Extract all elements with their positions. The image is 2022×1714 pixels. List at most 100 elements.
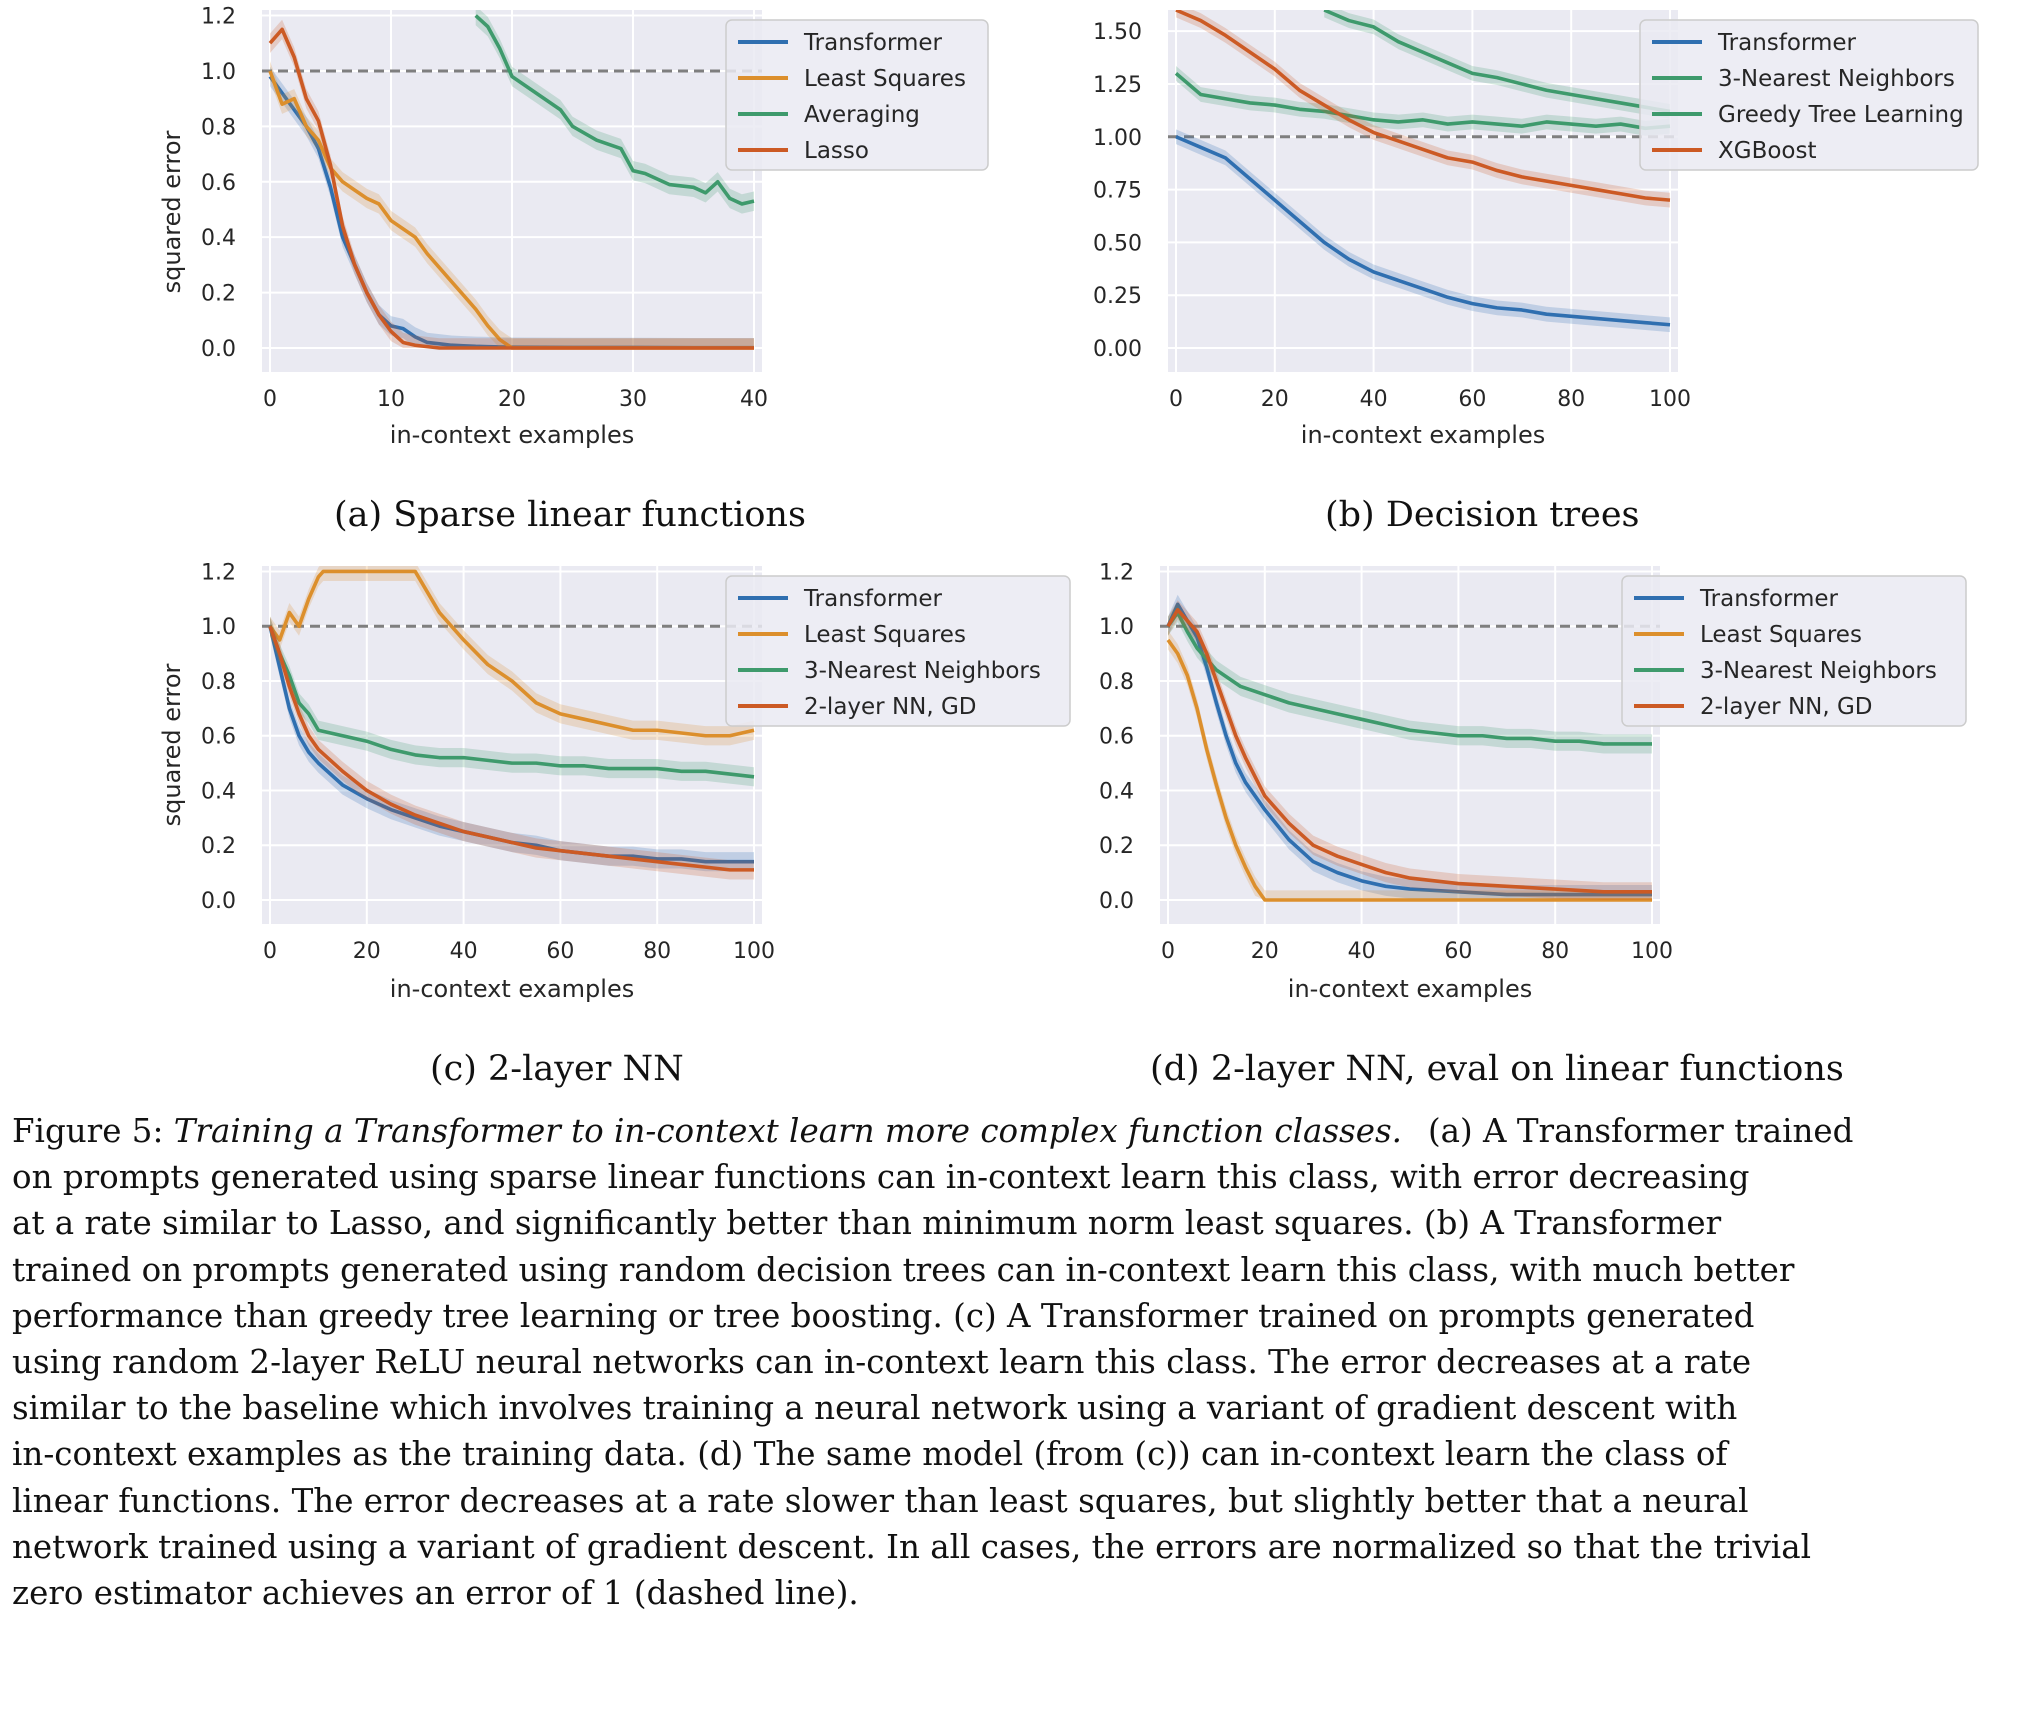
y-tick-label: 0.0 xyxy=(201,337,236,362)
legend-label: Greedy Tree Learning xyxy=(1718,102,1964,128)
series-group xyxy=(1174,10,1671,333)
y-tick-label: 0.0 xyxy=(201,889,236,914)
caption-line: linear functions. The error decreases at… xyxy=(12,1481,1749,1520)
y-tick-label: 0.6 xyxy=(201,725,236,750)
legend-box xyxy=(725,575,1071,727)
x-axis-label: in-context examples xyxy=(390,975,634,1003)
y-axis-label: squared error xyxy=(158,664,186,827)
y-tick-label: 1.0 xyxy=(1099,615,1134,640)
series-line xyxy=(268,569,755,738)
caption-line: using random 2-layer ReLU neural network… xyxy=(12,1343,1752,1382)
legend: Transformer 3-Nearest Neighbors Greedy Tre… xyxy=(1639,19,1979,171)
y-tick-label: 1.2 xyxy=(201,560,236,585)
x-tick-label: 40 xyxy=(740,387,768,412)
legend: Transformer Least Squares 3-Nearest Neighb… xyxy=(1621,575,1967,727)
series-line xyxy=(268,27,754,350)
caption-line: network trained using a variant of gradi… xyxy=(12,1527,1811,1566)
caption-label: Figure 5: xyxy=(12,1112,174,1150)
legend-box xyxy=(725,19,989,171)
legend-label: 3-Nearest Neighbors xyxy=(804,658,1041,684)
x-tick-label: 0 xyxy=(1161,939,1175,964)
y-tick-label: 0.4 xyxy=(201,779,236,804)
y-tick-label: 0.2 xyxy=(201,834,236,859)
x-tick-label: 0 xyxy=(263,387,277,412)
series-band xyxy=(1324,10,1670,119)
legend-box xyxy=(1621,575,1967,727)
subcaption-b: (b) Decision trees xyxy=(1325,495,1640,535)
series-line xyxy=(1323,10,1671,114)
series-band xyxy=(270,566,754,746)
y-tick-label: 1.2 xyxy=(201,5,236,30)
series-group xyxy=(1166,594,1652,902)
y-tick-label: 0.8 xyxy=(1099,670,1134,695)
x-tick-label: 40 xyxy=(450,939,478,964)
caption-line: performance than greedy tree learning or… xyxy=(12,1296,1755,1335)
legend-label: Averaging xyxy=(804,102,920,128)
series-line xyxy=(1166,608,1652,894)
panel-c-chart: 0 20 40 60 80 100 0.0 0.2 0.4 0.6 0.8 1.0 1.2 in-cont… xyxy=(158,560,1071,1003)
legend-label: 3-Nearest Neighbors xyxy=(1700,658,1937,684)
x-tick-label: 40 xyxy=(1348,939,1376,964)
legend-label: Transformer xyxy=(803,30,943,56)
x-tick-label: 60 xyxy=(546,939,574,964)
legend-label: Least Squares xyxy=(804,66,966,92)
y-tick-label: 0.50 xyxy=(1093,231,1142,256)
legend: Transformer Least Squares 3-Nearest Neighb… xyxy=(725,575,1071,727)
y-tick-label: 1.25 xyxy=(1093,73,1142,98)
legend-label: Transformer xyxy=(803,586,943,612)
caption-line: zero estimator achieves an error of 1 (d… xyxy=(12,1574,859,1613)
series-line xyxy=(474,14,755,206)
panel-b-chart: 0 20 40 60 80 100 0.00 0.25 0.50 0.75 1.00 1.25 1.50… xyxy=(1093,10,1979,449)
series-group xyxy=(268,10,755,350)
legend-label: Least Squares xyxy=(804,622,966,648)
x-tick-label: 100 xyxy=(1649,387,1691,412)
legend-label: Least Squares xyxy=(1700,622,1862,648)
y-tick-label: 0.75 xyxy=(1093,179,1142,204)
x-tick-label: 30 xyxy=(619,387,647,412)
x-tick-label: 100 xyxy=(733,939,775,964)
x-tick-label: 20 xyxy=(353,939,381,964)
subcaption-d: (d) 2-layer NN, eval on linear functions xyxy=(1150,1049,1844,1089)
caption-line: in-context examples as the training data… xyxy=(12,1435,1728,1474)
y-tick-label: 0.4 xyxy=(201,226,236,251)
y-tick-label: 1.0 xyxy=(201,60,236,85)
figure-caption: Figure 5: Training a Transformer to in-c… xyxy=(12,1108,2010,1616)
x-tick-label: 80 xyxy=(643,939,671,964)
y-tick-label: 1.50 xyxy=(1093,20,1142,45)
series-line xyxy=(1175,10,1671,202)
legend-label: 2-layer NN, GD xyxy=(804,694,977,720)
y-tick-label: 0.00 xyxy=(1093,337,1142,362)
x-tick-label: 40 xyxy=(1360,387,1388,412)
panel-a-chart: 0 10 20 30 40 0.0 0.2 0.4 0.6 0.8 1.0 1.2 in-context… xyxy=(158,5,989,449)
legend-label: 2-layer NN, GD xyxy=(1700,694,1873,720)
x-tick-label: 100 xyxy=(1631,939,1673,964)
legend-label: Transformer xyxy=(1699,586,1839,612)
caption-line: trained on prompts generated using rando… xyxy=(12,1250,1795,1289)
legend-label: Lasso xyxy=(804,138,869,164)
series-band xyxy=(1168,602,1652,754)
series-group xyxy=(268,566,755,880)
series-band xyxy=(1176,65,1670,136)
caption-line-1: Figure 5: Training a Transformer to in-c… xyxy=(12,1108,2010,1154)
series-band xyxy=(1176,10,1670,208)
x-tick-label: 0 xyxy=(1169,387,1183,412)
x-tick-label: 20 xyxy=(498,387,526,412)
y-tick-label: 0.6 xyxy=(1099,725,1134,750)
subcaption-c: (c) 2-layer NN xyxy=(430,1049,684,1089)
caption-line: at a rate similar to Lasso, and signific… xyxy=(12,1204,1722,1243)
series-line xyxy=(268,625,755,779)
series-band xyxy=(1176,129,1670,333)
caption-line-1-rest: (a) A Transformer trained xyxy=(1427,1112,1854,1150)
series-line xyxy=(1174,72,1671,131)
panel-d-chart: 0 20 40 60 80 100 0.0 0.2 0.4 0.6 0.8 1.0 1.2 in-cont… xyxy=(1099,560,1967,1003)
x-tick-label: 20 xyxy=(1251,939,1279,964)
x-tick-label: 80 xyxy=(1557,387,1585,412)
caption-line: similar to the baseline which involves t… xyxy=(12,1389,1738,1428)
y-tick-label: 0.4 xyxy=(1099,779,1134,804)
y-tick-label: 0.8 xyxy=(201,115,236,140)
x-tick-label: 20 xyxy=(1261,387,1289,412)
x-tick-label: 0 xyxy=(263,939,277,964)
series-line xyxy=(1166,610,1652,746)
series-line xyxy=(1175,135,1671,327)
series-band xyxy=(270,616,754,872)
